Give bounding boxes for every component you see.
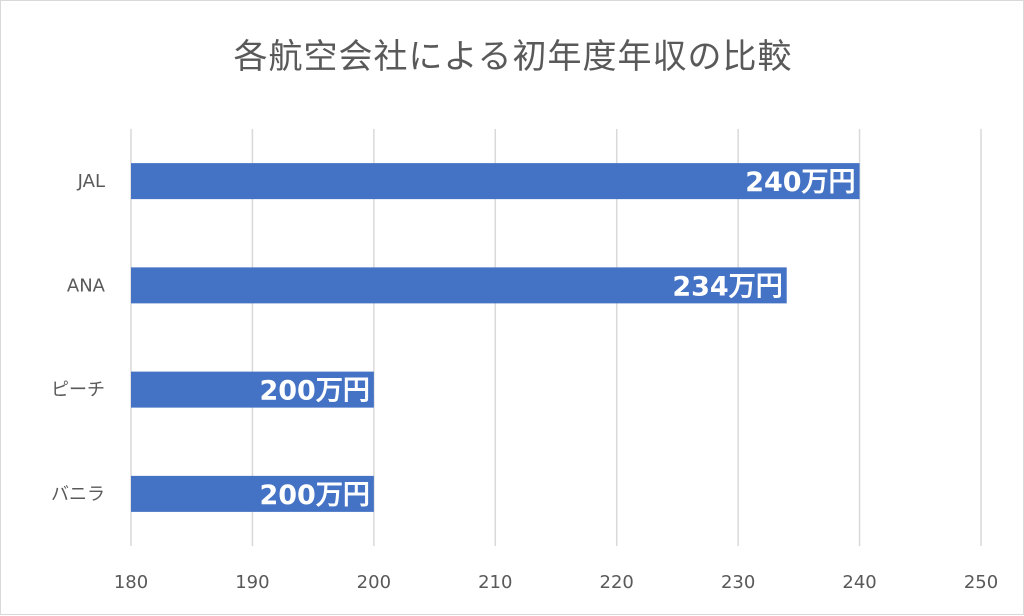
chart-title: 各航空会社による初年度年収の比較 bbox=[233, 37, 793, 77]
data-label: 234万円 bbox=[672, 271, 782, 302]
x-tick-label: 230 bbox=[721, 572, 755, 593]
x-tick-label: 210 bbox=[478, 572, 512, 593]
bar bbox=[131, 267, 787, 304]
bar bbox=[131, 371, 374, 408]
x-tick-label: 240 bbox=[842, 572, 876, 593]
x-tick-label: 200 bbox=[357, 572, 391, 593]
x-tick-label: 180 bbox=[114, 572, 148, 593]
bar bbox=[131, 475, 374, 512]
x-tick-label: 190 bbox=[235, 572, 269, 593]
category-label: ANA bbox=[67, 275, 106, 296]
category-label: ピーチ bbox=[51, 380, 105, 401]
data-label: 200万円 bbox=[259, 480, 369, 511]
x-tick-label: 220 bbox=[600, 572, 634, 593]
category-label: JAL bbox=[77, 171, 105, 192]
x-tick-label: 250 bbox=[964, 572, 998, 593]
data-label: 200万円 bbox=[259, 376, 369, 407]
bar bbox=[131, 163, 860, 200]
data-label: 240万円 bbox=[745, 167, 855, 198]
category-label: バニラ bbox=[51, 484, 105, 505]
